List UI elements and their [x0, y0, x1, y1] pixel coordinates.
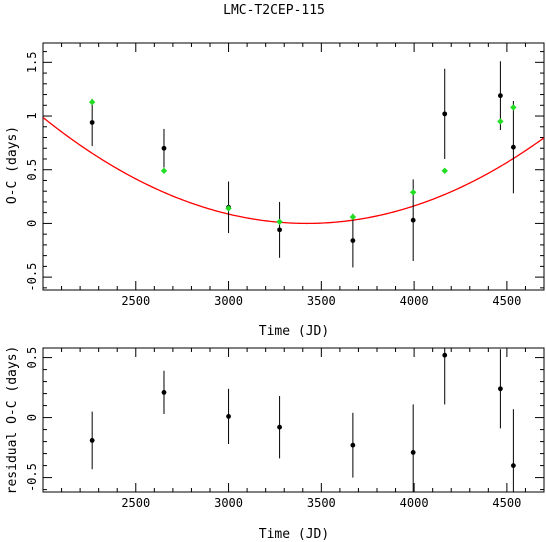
- data-point: [410, 217, 416, 223]
- y-tick-label: 1.5: [25, 51, 39, 73]
- top-panel-oc-plot: Time (JD) O-C (days) 2500 3000 3500 4000 450…: [5, 42, 545, 339]
- model-point: [276, 218, 283, 226]
- bottom-y-axis-label: residual O-C (days): [5, 346, 20, 495]
- y-tick-label: 0: [25, 414, 39, 421]
- data-point: [350, 238, 356, 244]
- y-tick-label: 0.5: [25, 347, 39, 369]
- x-tick-label: 4500: [492, 294, 521, 308]
- model-point: [441, 167, 448, 174]
- x-tick-label: 4000: [400, 294, 429, 308]
- x-tick-label: 2500: [121, 294, 150, 308]
- chart-title: LMC-T2CEP-115: [223, 3, 325, 18]
- y-tick-label: 0.5: [25, 159, 39, 181]
- model-point: [409, 189, 417, 196]
- y-tick-label: -0.5: [25, 463, 39, 492]
- data-point: [510, 463, 516, 468]
- data-point: [497, 93, 503, 99]
- data-point: [350, 442, 356, 448]
- data-point: [510, 144, 516, 150]
- data-point: [442, 352, 448, 358]
- y-tick-label: -0.5: [25, 263, 39, 292]
- model-point: [510, 104, 517, 111]
- data-point: [442, 111, 448, 117]
- data-point: [226, 414, 231, 419]
- x-tick-label: 3500: [307, 496, 336, 510]
- plot-frame: [42, 42, 545, 291]
- model-point: [497, 118, 504, 125]
- model-point: [160, 167, 168, 174]
- plot-frame: [42, 347, 545, 493]
- x-tick-label: 3000: [214, 294, 243, 308]
- fit-curve-line: [43, 116, 544, 225]
- model-point: [349, 213, 357, 221]
- data-point: [277, 227, 282, 233]
- data-point: [277, 424, 282, 430]
- data-point: [161, 145, 167, 151]
- x-tick-label: 4000: [400, 496, 429, 510]
- plot-area: [43, 61, 544, 268]
- data-point: [89, 438, 95, 443]
- model-point: [225, 205, 232, 212]
- data-point: [89, 120, 95, 125]
- x-tick-label: 4500: [492, 496, 521, 510]
- top-x-axis-label: Time (JD): [259, 324, 329, 339]
- y-tick-label: 1: [25, 112, 39, 119]
- bottom-panel-residual-plot: Time (JD) residual O-C (days) 2500 3000 35…: [5, 346, 545, 542]
- plot-area: [89, 348, 516, 492]
- x-tick-label: 3500: [307, 294, 336, 308]
- y-tick-label: 0: [25, 220, 39, 227]
- data-point: [410, 450, 416, 455]
- model-point: [88, 98, 96, 106]
- x-tick-label: 2500: [121, 496, 150, 510]
- data-point: [161, 390, 167, 395]
- top-y-axis-label: O-C (days): [5, 126, 20, 204]
- bottom-x-axis-label: Time (JD): [259, 527, 329, 542]
- data-point: [497, 386, 503, 392]
- x-tick-label: 3000: [214, 496, 243, 510]
